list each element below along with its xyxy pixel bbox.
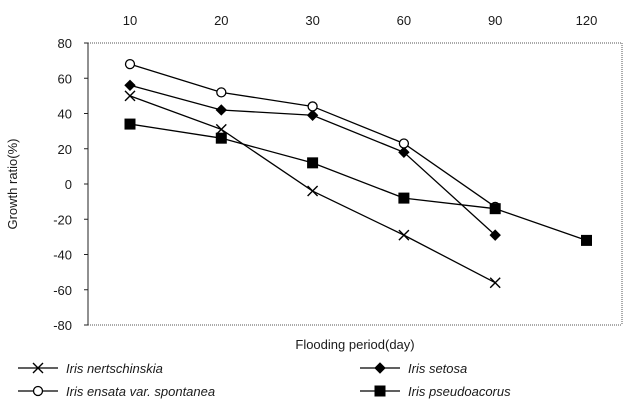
x-tick-label: 30 xyxy=(305,13,319,28)
legend-marker xyxy=(374,362,386,374)
series-4 xyxy=(124,118,592,246)
x-tick-label: 90 xyxy=(488,13,502,28)
legend-item: Iris ensata var. spontanea xyxy=(18,384,215,399)
x-tick-label: 60 xyxy=(397,13,411,28)
data-point xyxy=(216,87,227,98)
x-tick-label: 20 xyxy=(214,13,228,28)
x-tick-label: 120 xyxy=(576,13,598,28)
x-axis: 10 20 30 60 90 120 xyxy=(123,13,598,28)
y-tick-label: -60 xyxy=(53,283,72,298)
series-layer xyxy=(124,59,592,289)
series-2 xyxy=(124,79,501,241)
y-tick-label: -40 xyxy=(53,248,72,263)
data-point xyxy=(307,157,319,169)
data-point xyxy=(398,192,410,204)
y-axis: 80 60 40 20 0 -20 -40 -60 -80 xyxy=(53,36,88,333)
data-point xyxy=(306,109,319,121)
y-tick-label: -20 xyxy=(53,212,72,227)
legend-marker xyxy=(32,362,44,374)
data-point xyxy=(398,138,410,149)
legend-label: Iris ensata var. spontanea xyxy=(66,384,215,399)
legend-item: Iris pseudoacorus xyxy=(360,384,511,399)
y-tick-label: -80 xyxy=(53,318,72,333)
data-point xyxy=(215,132,227,144)
data-point xyxy=(124,59,136,70)
legend-label: Iris nertschinskia xyxy=(66,361,163,376)
y-tick-label: 60 xyxy=(58,71,72,86)
data-point xyxy=(489,229,501,241)
data-point xyxy=(581,234,592,246)
x-axis-title: Flooding period(day) xyxy=(295,337,414,352)
data-point xyxy=(307,185,319,197)
data-point xyxy=(489,203,501,215)
x-tick-label: 10 xyxy=(123,13,137,28)
legend-marker xyxy=(32,385,44,397)
legend: Iris nertschinskia Iris setosa Iris ensata… xyxy=(18,361,511,399)
data-point xyxy=(124,118,136,130)
legend-item: Iris nertschinskia xyxy=(18,361,163,376)
y-tick-label: 0 xyxy=(65,177,72,192)
legend-marker xyxy=(374,385,386,397)
series-line xyxy=(129,95,496,284)
data-point xyxy=(398,146,410,158)
data-point xyxy=(215,104,228,116)
data-point xyxy=(124,79,136,92)
series-line xyxy=(129,123,587,242)
y-tick-label: 20 xyxy=(58,142,72,157)
plot-area xyxy=(87,42,623,326)
legend-label: Iris setosa xyxy=(408,361,467,376)
y-tick-label: 40 xyxy=(58,107,72,122)
legend-label: Iris pseudoacorus xyxy=(408,384,511,399)
legend-item: Iris setosa xyxy=(360,361,467,376)
y-axis-title: Growth ratio(%) xyxy=(5,138,20,229)
data-point xyxy=(307,101,318,112)
y-tick-label: 80 xyxy=(58,36,72,51)
data-point xyxy=(124,90,136,102)
data-point xyxy=(398,229,410,241)
data-point xyxy=(489,277,501,289)
